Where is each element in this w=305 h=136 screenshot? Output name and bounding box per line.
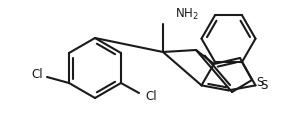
- Text: Cl: Cl: [31, 69, 43, 81]
- Text: S: S: [260, 79, 267, 92]
- Text: S: S: [256, 76, 264, 89]
- Text: NH$_2$: NH$_2$: [175, 6, 199, 21]
- Text: Cl: Cl: [145, 89, 157, 103]
